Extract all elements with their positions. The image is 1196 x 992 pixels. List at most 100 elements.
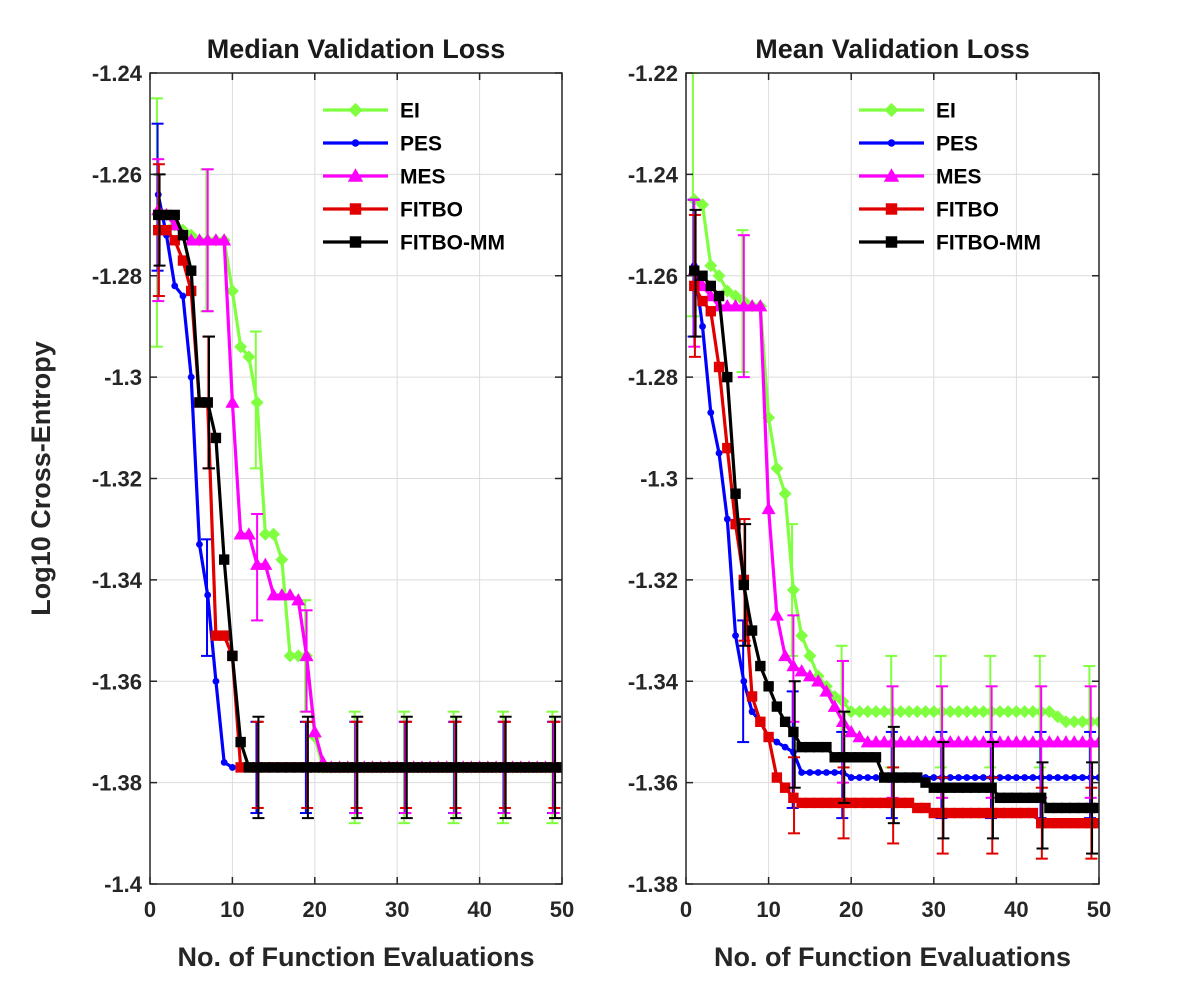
data-point-fitbo-mm	[961, 782, 973, 793]
data-point-ei	[283, 649, 297, 663]
data-point-pes	[971, 774, 979, 781]
data-point-fitbo-mm	[812, 741, 824, 753]
data-point-fitbo-mm	[912, 772, 923, 783]
data-point-fitbo-mm	[697, 270, 708, 281]
y-tick-label: -1.32	[92, 467, 142, 492]
data-point-pes	[789, 748, 797, 756]
data-point-pes	[179, 292, 187, 300]
data-point-fitbo-mm	[1011, 792, 1022, 804]
data-point-fitbo-mm	[408, 762, 419, 773]
data-point-fitbo-mm	[400, 762, 411, 773]
data-point-fitbo	[1069, 817, 1080, 829]
data-point-pes	[1079, 774, 1086, 781]
data-point-mes	[835, 714, 850, 728]
data-point-fitbo-mm	[854, 752, 865, 763]
data-point-ei	[902, 705, 916, 719]
legend-item-ei: EI	[859, 100, 956, 123]
data-point-mes	[802, 669, 817, 682]
data-point-fitbo	[796, 797, 807, 809]
x-tick-label: 30	[385, 897, 409, 922]
data-point-fitbo	[961, 807, 973, 819]
data-point-ei	[894, 705, 908, 719]
y-tick-label: -1.34	[628, 669, 679, 694]
chart-title: Median Validation Loss	[207, 34, 506, 64]
data-point-fitbo-mm	[375, 762, 386, 773]
data-point-fitbo-mm	[1060, 802, 1072, 814]
data-point-fitbo-mm	[507, 762, 518, 773]
data-point-fitbo-mm	[326, 762, 337, 773]
data-point-mes	[217, 233, 232, 246]
data-point-mes	[1092, 735, 1099, 748]
data-point-pes	[1021, 774, 1029, 781]
data-point-fitbo-mm	[433, 762, 444, 773]
data-point-fitbo	[846, 797, 857, 809]
data-layer	[150, 97, 562, 825]
data-point-fitbo-mm	[1019, 792, 1030, 804]
data-point-fitbo-mm	[821, 741, 832, 753]
data-point-ei	[712, 269, 726, 283]
data-point-fitbo-mm	[499, 762, 510, 773]
legend-marker-fitbo	[885, 203, 898, 215]
legend-marker-ei	[884, 102, 899, 118]
data-point-mes	[225, 395, 240, 408]
data-point-ei	[861, 705, 875, 719]
data-point-pes	[856, 774, 863, 781]
y-tick-label: -1.38	[628, 872, 678, 897]
data-point-pes	[1046, 774, 1053, 781]
data-point-mes	[307, 724, 322, 738]
data-point-ei	[968, 705, 982, 719]
legend: EI PES MES FITBO FITBO-MM	[323, 100, 505, 255]
data-point-fitbo	[895, 797, 906, 809]
data-point-mes	[258, 557, 273, 570]
data-point-fitbo	[829, 797, 840, 809]
data-point-ei	[267, 527, 281, 541]
data-point-fitbo-mm	[169, 209, 180, 221]
y-tick-label: -1.32	[628, 568, 678, 593]
data-point-fitbo	[210, 630, 222, 641]
data-point-fitbo-mm	[153, 209, 164, 221]
data-point-ei	[234, 340, 248, 354]
y-tick-label: -1.36	[92, 669, 142, 694]
data-point-pes	[707, 409, 715, 417]
data-point-mes	[852, 730, 867, 743]
data-point-mes	[844, 724, 859, 738]
data-point-fitbo-mm	[482, 762, 494, 773]
y-tick-label: -1.36	[628, 771, 678, 796]
data-point-fitbo-mm	[359, 762, 370, 773]
data-point-fitbo	[953, 807, 964, 819]
data-point-fitbo	[1027, 807, 1039, 819]
data-point-fitbo-mm	[771, 701, 783, 712]
x-tick-label: 40	[1004, 897, 1028, 922]
series-fitbo-mm	[689, 208, 1099, 855]
x-tick-label: 30	[922, 897, 946, 922]
data-point-fitbo-mm	[1085, 802, 1096, 814]
data-point-fitbo	[169, 235, 180, 246]
chart-title: Mean Validation Loss	[755, 34, 1030, 64]
x-tick-label: 20	[303, 897, 327, 922]
data-point-ei	[786, 583, 800, 597]
data-point-ei	[696, 198, 710, 212]
legend-marker-fitbo-mm	[885, 236, 898, 248]
legend-label-ei: EI	[936, 100, 956, 123]
data-point-pes	[781, 743, 789, 751]
data-point-fitbo	[746, 691, 758, 702]
data-point-fitbo-mm	[796, 741, 807, 753]
y-tick-label: -1.22	[628, 61, 678, 86]
data-point-fitbo-mm	[457, 762, 469, 773]
data-point-fitbo	[755, 716, 766, 727]
y-tick-label: -1.24	[628, 162, 679, 187]
data-point-fitbo-mm	[177, 230, 189, 241]
data-point-mes	[241, 527, 256, 540]
data-point-fitbo-mm	[186, 265, 197, 276]
data-point-pes	[204, 591, 212, 599]
x-tick-label: 10	[220, 897, 244, 922]
data-point-fitbo	[986, 807, 997, 819]
data-point-pes	[740, 677, 748, 685]
data-point-ei	[1059, 715, 1073, 729]
data-point-fitbo-mm	[846, 752, 857, 763]
data-point-fitbo-mm	[218, 554, 230, 565]
data-point-fitbo-mm	[424, 762, 436, 773]
data-point-ei	[919, 705, 933, 719]
y-tick-label: -1.34	[92, 568, 143, 593]
data-point-fitbo-mm	[441, 762, 452, 773]
